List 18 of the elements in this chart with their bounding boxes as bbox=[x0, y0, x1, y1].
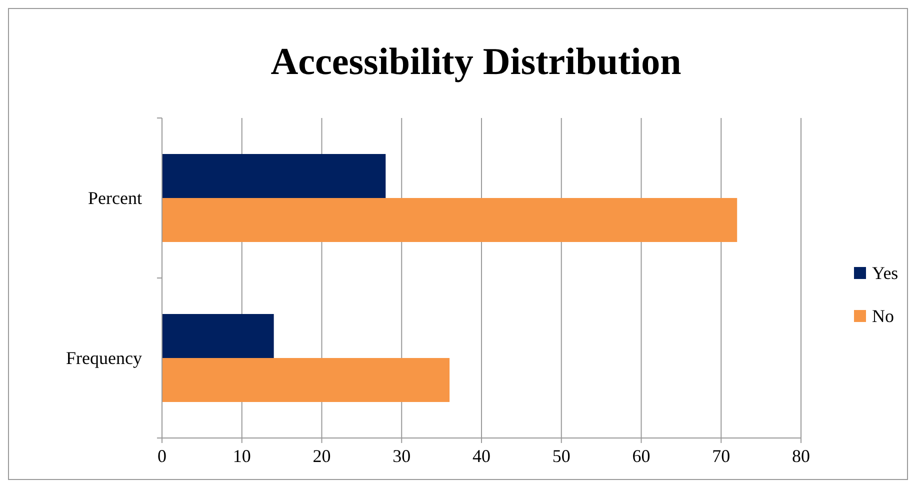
x-tick-label: 80 bbox=[792, 446, 810, 466]
y-tick-label: Percent bbox=[88, 188, 142, 208]
x-tick-label: 0 bbox=[158, 446, 166, 466]
x-tick-label: 60 bbox=[632, 446, 650, 466]
x-tick-label: 50 bbox=[552, 446, 570, 466]
bar bbox=[162, 154, 386, 198]
x-tick-label: 70 bbox=[712, 446, 730, 466]
chart-title: Accessibility Distribution bbox=[270, 41, 682, 83]
x-tick-label: 30 bbox=[392, 446, 411, 466]
legend-label: No bbox=[872, 306, 894, 326]
x-tick-label: 20 bbox=[312, 446, 331, 466]
bar bbox=[162, 198, 738, 242]
legend-label: Yes bbox=[872, 263, 898, 283]
x-tick-label: 40 bbox=[472, 446, 490, 466]
x-tick-label: 10 bbox=[232, 446, 251, 466]
y-tick-label: Frequency bbox=[66, 348, 142, 368]
bar bbox=[162, 314, 274, 358]
bar bbox=[162, 358, 450, 402]
